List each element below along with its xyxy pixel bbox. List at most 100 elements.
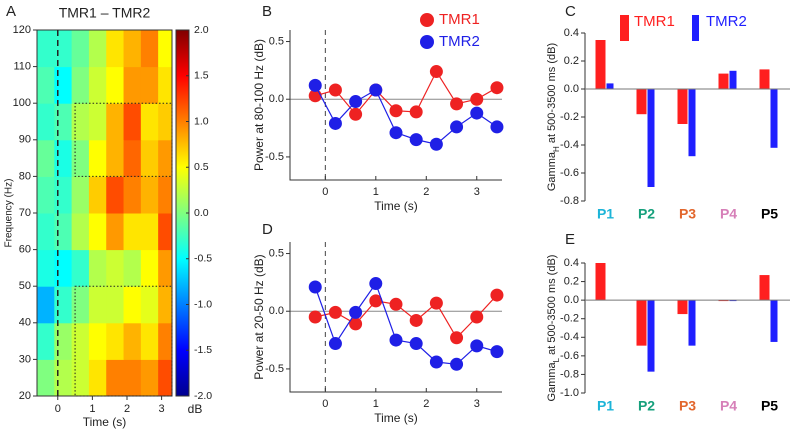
heatmap-cell (158, 322, 173, 360)
y-axis-label: Frequency (Hz) (4, 179, 15, 248)
colorbar-label: dB (188, 402, 203, 416)
heatmap-cell (158, 359, 173, 397)
roi-box (74, 102, 173, 177)
legend-marker (420, 35, 434, 49)
heatmap-cell (106, 66, 125, 104)
heatmap-cell (37, 139, 55, 177)
y-tick-label: 40 (19, 317, 31, 329)
heatmap-cell (37, 213, 55, 251)
heatmap-cell (54, 359, 73, 397)
heatmap-cell (37, 322, 55, 360)
heatmap-cell (106, 249, 125, 287)
legend-marker (420, 13, 434, 27)
data-point (409, 105, 423, 119)
y-tick-label: 0.4 (564, 27, 579, 39)
heatmap-cell (88, 66, 107, 104)
heatmap-cell (140, 66, 159, 104)
data-point (369, 277, 383, 291)
y-tick-label: 50 (19, 280, 31, 292)
y-tick-label: 0.2 (564, 275, 579, 287)
x-axis-label: Time (s) (374, 411, 418, 425)
bar (718, 73, 729, 89)
colorbar-tick-label: 0.5 (194, 161, 209, 173)
heatmap-cell (158, 176, 173, 214)
heatmap-cell (54, 139, 73, 177)
heatmap-cell (37, 176, 55, 214)
bar (759, 275, 770, 301)
y-tick-label: 70 (19, 207, 31, 219)
heatmap-cell (158, 66, 173, 104)
x-tick-label: P4 (720, 398, 737, 414)
x-tick-label: 0 (322, 398, 328, 410)
colorbar-tick-label: -1.5 (194, 344, 212, 356)
y-tick-label: 0.2 (564, 55, 579, 67)
heatmap-cell (106, 30, 125, 68)
heatmap-cell (37, 286, 55, 324)
heatmap-cell (123, 176, 142, 214)
heatmap-cell (88, 30, 107, 68)
data-point (308, 310, 322, 324)
heatmap-cell (140, 103, 159, 141)
data-point (389, 297, 403, 311)
series-line (315, 70, 498, 116)
data-point (429, 355, 443, 369)
heatmap-cell (71, 139, 90, 177)
x-axis-label: Time (s) (83, 415, 127, 429)
heatmap-cell (37, 103, 55, 141)
heatmap-cell (123, 139, 142, 177)
axes (289, 242, 502, 393)
chart-title: TMR1 – TMR2 (59, 5, 151, 21)
data-point (429, 296, 443, 310)
data-point (349, 95, 363, 109)
data-point (409, 313, 423, 327)
bar (770, 89, 778, 148)
y-tick-label: 110 (13, 61, 31, 73)
data-point (470, 92, 484, 106)
x-tick-label: 0 (322, 186, 328, 198)
heatmap-cell (158, 286, 173, 324)
series-line (315, 294, 498, 339)
data-point (328, 83, 342, 97)
x-tick-label: 1 (373, 398, 379, 410)
heatmap-cell (106, 286, 125, 324)
heatmap-cell (140, 359, 159, 397)
data-point (389, 104, 403, 118)
heatmap-cell (140, 30, 159, 68)
data-point (490, 81, 504, 95)
x-tick-label: 2 (124, 403, 130, 415)
heatmap-cell (54, 213, 73, 251)
heatmap-cell (88, 176, 107, 214)
x-tick-label: 1 (373, 186, 379, 198)
roi-box (74, 285, 173, 397)
heatmap-cell (106, 213, 125, 251)
y-tick-label: 100 (13, 97, 31, 109)
bar (595, 263, 606, 301)
x-tick-label: P5 (761, 206, 778, 222)
x-tick-label: 2 (423, 186, 429, 198)
x-tick-label: 2 (423, 398, 429, 410)
bar (729, 70, 737, 89)
y-tick-label: -0.2 (560, 313, 579, 325)
heatmap-cell (88, 359, 107, 397)
bar (677, 300, 688, 315)
heatmap-cell (123, 359, 142, 397)
colorbar-tick-label: 1.5 (194, 70, 209, 82)
heatmap-cell (37, 30, 55, 68)
heatmap-cell (71, 103, 90, 141)
data-point (490, 345, 504, 359)
heatmap-cell (54, 103, 73, 141)
series-line (314, 85, 498, 145)
heatmap-cell (54, 66, 73, 104)
heatmap-cell (140, 249, 159, 287)
x-tick-label: 3 (474, 186, 480, 198)
y-axis-label: GammaH at 500-3500 ms (dB) (546, 43, 561, 191)
heatmap-cell (71, 66, 90, 104)
heatmap-cell (123, 213, 142, 251)
heatmap-cell (71, 176, 90, 214)
data-point (490, 288, 504, 302)
data-point (470, 310, 484, 324)
data-point (349, 305, 363, 319)
y-axis-label: Power at 20-50 Hz (dB) (252, 254, 266, 379)
bar (647, 89, 655, 187)
